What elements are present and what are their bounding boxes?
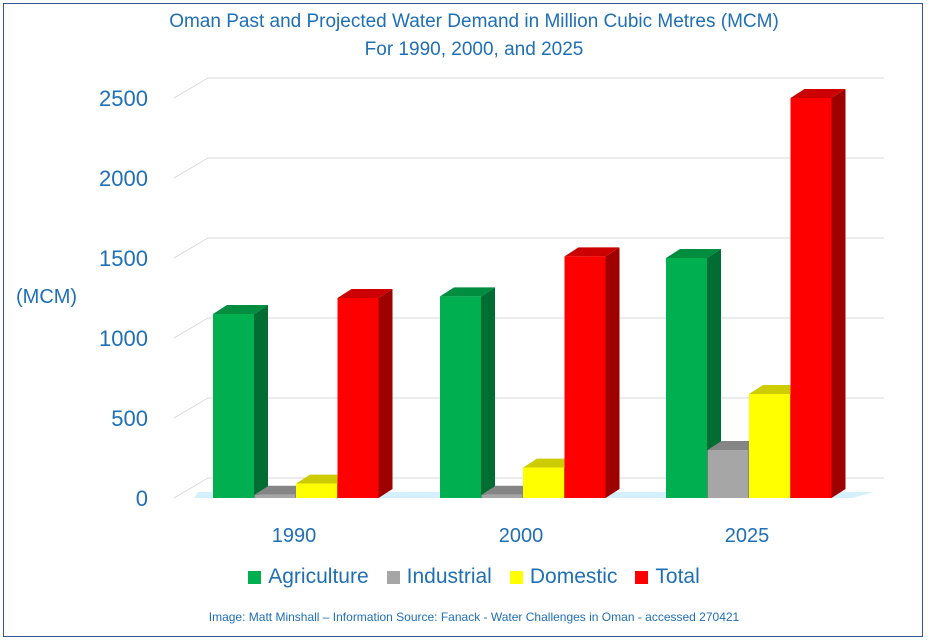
gridline-side [173,77,209,99]
y-tick-label: 0 [136,486,148,511]
bar-top [564,247,620,257]
bar-top [337,289,393,298]
x-tick-label: 2025 [725,525,770,547]
bar-top [790,89,846,98]
chart-subtitle: For 1990, 2000, and 2025 [364,39,584,60]
bar-agriculture-2025 [666,258,707,498]
y-tick-label: 1500 [99,246,148,271]
bar-industrial-2000 [481,494,523,498]
bar-side [707,249,721,498]
bar-top [481,485,537,495]
bar-agriculture-1990 [213,314,254,498]
bar-side [378,289,393,498]
bar-domestic-2000 [523,467,564,498]
x-tick-label: 1990 [272,525,317,547]
bar-side [254,305,268,498]
bar-total-2000 [564,256,606,498]
chart-legend: Agriculture Industrial Domestic Total [0,565,948,589]
bar-side [481,287,495,498]
y-tick-label: 2000 [99,166,148,191]
legend-swatch-total [635,570,649,584]
y-tick-label: 2500 [99,86,148,111]
gridline-side [173,157,209,179]
bar-domestic-2025 [749,394,790,498]
y-axis-label: (MCM) [16,286,78,308]
legend-label-industrial: Industrial [406,565,492,588]
y-tick-label: 1000 [99,326,148,351]
bar-side [605,247,620,498]
bar-total-2025 [790,98,832,498]
gridline-side [173,237,209,259]
bar-top [213,305,268,314]
x-tick-label: 2000 [499,525,544,547]
bar-total-1990 [337,298,379,498]
legend-item-domestic[interactable]: Domestic [509,565,618,589]
legend-swatch-domestic [509,570,523,584]
bar-top [254,485,310,495]
gridline-side [173,317,209,339]
legend-item-agriculture[interactable]: Agriculture [248,565,369,589]
bar-agriculture-2000 [440,296,481,498]
gridline-side [173,477,209,499]
y-tick-label: 500 [111,406,148,431]
chart-title: Oman Past and Projected Water Demand in … [169,11,779,32]
bar-industrial-2025 [707,450,749,498]
bar-top [296,474,351,484]
legend-label-total: Total [655,565,700,588]
legend-swatch-agriculture [248,570,262,584]
bar-top [749,385,804,394]
bar-domestic-1990 [296,483,337,498]
bar-top [666,249,721,258]
legend-label-domestic: Domestic [529,565,618,588]
legend-item-industrial[interactable]: Industrial [386,565,492,589]
bar-top [523,458,578,468]
chart-frame [3,3,923,637]
legend-swatch-industrial [386,570,400,584]
bar-top [707,441,763,450]
bar-side [831,89,846,498]
legend-item-total[interactable]: Total [635,565,700,589]
legend-label-agriculture: Agriculture [268,565,369,588]
gridline-side [173,397,209,419]
bar-top [440,287,495,297]
image-caption: Image: Matt Minshall – Information Sourc… [208,610,740,624]
bar-industrial-1990 [254,494,296,498]
